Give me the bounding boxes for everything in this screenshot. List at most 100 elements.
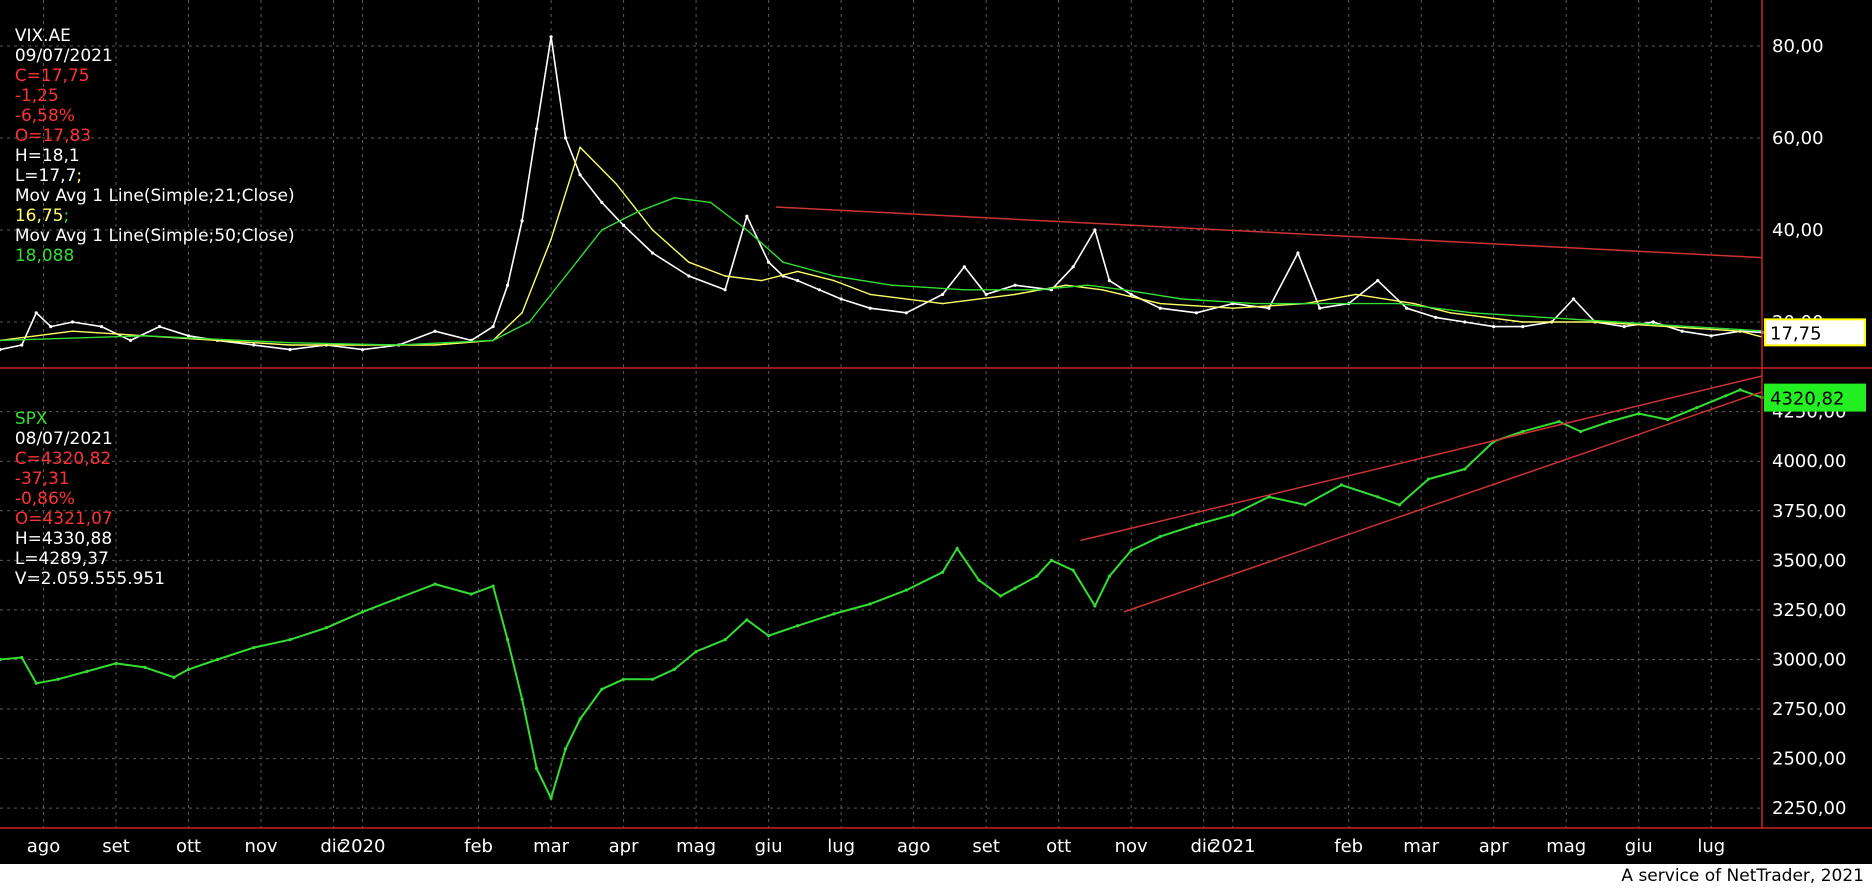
x-tick-label: feb: [464, 836, 493, 857]
vix-series-line-0: [0, 35, 1763, 351]
spx-series-point: [1339, 483, 1344, 487]
spx-series-point: [397, 596, 401, 600]
vix-series-point: [1231, 307, 1234, 310]
spx-series-point: [796, 624, 800, 628]
spx-change: -37,31: [14, 469, 70, 489]
x-tick-label: giu: [1625, 836, 1653, 857]
vix-series-point: [651, 229, 654, 231]
x-tick-label: apr: [1479, 836, 1509, 857]
spx-series-point: [505, 638, 510, 642]
spx-series-point: [1695, 406, 1699, 410]
spx-series-point: [1666, 417, 1670, 422]
vix-series-point: [71, 330, 74, 333]
vix-y-tick-label: 60,00: [1772, 128, 1824, 149]
spx-series-point: [1637, 412, 1641, 416]
vix-close: C=17,75: [14, 66, 90, 86]
spx-series-point: [56, 677, 60, 681]
vix-last-value-label: 17,75: [1770, 323, 1822, 344]
vix-series-point: [549, 35, 553, 39]
x-tick-label: 2020: [340, 836, 386, 857]
vix-series-point: [601, 229, 603, 231]
vix-series-point: [615, 183, 618, 185]
vix-y-tick-label: 40,00: [1772, 220, 1824, 241]
vix-series-point: [839, 297, 843, 301]
vix-series-point: [1594, 321, 1597, 323]
vix-series-point: [746, 229, 748, 231]
spx-series-point: [1093, 604, 1097, 608]
vix-series-point: [1158, 306, 1162, 310]
spx-series-point: [1013, 586, 1017, 590]
vix-ma50-value: 18,088: [14, 246, 75, 266]
vix-series-point: [1086, 284, 1089, 287]
vix-series-point: [1253, 302, 1256, 305]
x-tick-label: apr: [609, 836, 639, 857]
x-tick-label: lug: [827, 836, 855, 857]
spx-y-tick-label: 2750,00: [1772, 699, 1846, 720]
spx-series-point: [1738, 388, 1742, 392]
spx-series-point: [955, 546, 959, 551]
spx-y-tick-label: 3000,00: [1772, 649, 1846, 670]
vix-series-point: [709, 201, 712, 204]
vix-series-point: [20, 343, 24, 347]
vix-series-point: [564, 275, 567, 277]
vix-series-point: [1159, 302, 1161, 305]
vix-series-point: [891, 284, 893, 287]
spx-series-point: [1579, 429, 1583, 434]
vix-series-point: [550, 238, 552, 240]
spx-series-point: [1194, 523, 1199, 527]
vix-sep2: ;: [63, 206, 70, 226]
spx-series-point: [941, 570, 945, 574]
vix-series-point: [817, 288, 821, 292]
spx-series-point: [288, 638, 292, 642]
vix-series-point: [1543, 316, 1546, 319]
spx-symbol: SPX: [14, 409, 48, 429]
spx-series-point: [433, 582, 437, 586]
vix-header: VIX.AE 09/07/2021 C=17,75 -1,25 -6,58% O…: [4, 6, 295, 266]
spx-y-tick-label: 4000,00: [1772, 451, 1846, 472]
vix-series-point: [0, 348, 2, 352]
spx-series-point: [1463, 467, 1467, 471]
vix-series-point: [1571, 297, 1576, 301]
x-tick-label: mar: [533, 836, 570, 857]
spx-series-point: [1267, 495, 1271, 499]
vix-series-point: [1123, 289, 1125, 291]
vix-series-point: [637, 210, 639, 213]
spx-series-point: [215, 657, 220, 662]
vix-series-point: [34, 311, 38, 315]
spx-series-point: [563, 747, 568, 751]
vix-series-point: [760, 279, 763, 282]
spx-series-point: [172, 675, 176, 679]
spx-series-point: [114, 661, 118, 666]
x-tick-label: nov: [1115, 836, 1148, 857]
vix-series-point: [1709, 334, 1713, 338]
vix-series-point: [1181, 298, 1183, 300]
spx-date: 08/07/2021: [14, 429, 113, 449]
spx-series-point: [491, 584, 495, 588]
spx-series-point: [34, 681, 38, 685]
vix-series-point: [578, 173, 582, 177]
vix-series-point: [144, 335, 146, 337]
vix-ma21-value: 16,75: [14, 206, 64, 226]
spx-low: L=4289,37: [14, 549, 109, 569]
x-tick-label: ago: [27, 836, 60, 857]
vix-series-point: [49, 325, 53, 329]
spx-series-point: [832, 612, 836, 616]
vix-series-point: [128, 338, 133, 342]
vix-series-point: [1492, 325, 1496, 329]
x-tick-label: nov: [244, 836, 277, 857]
spx-series-point: [1521, 429, 1525, 434]
vix-series-point: [723, 288, 727, 292]
vix-series-point: [1107, 279, 1112, 283]
vix-ma50-label: Mov Avg 1 Line(Simple;50;Close): [14, 226, 295, 246]
footer-credit: A service of NetTrader, 2021: [1621, 866, 1864, 886]
x-tick-label: set: [102, 836, 130, 857]
vix-last-value-box: [1764, 318, 1866, 347]
vix-series-point: [1651, 320, 1655, 324]
spx-series-point: [600, 687, 604, 691]
vix-series-point: [433, 329, 437, 333]
vix-series-point: [1129, 292, 1133, 296]
vix-series-point: [904, 311, 908, 315]
vix-change-pct: -6,58%: [14, 106, 75, 126]
vix-series-point: [534, 127, 539, 131]
spx-y-tick-label: 2250,00: [1772, 798, 1846, 819]
